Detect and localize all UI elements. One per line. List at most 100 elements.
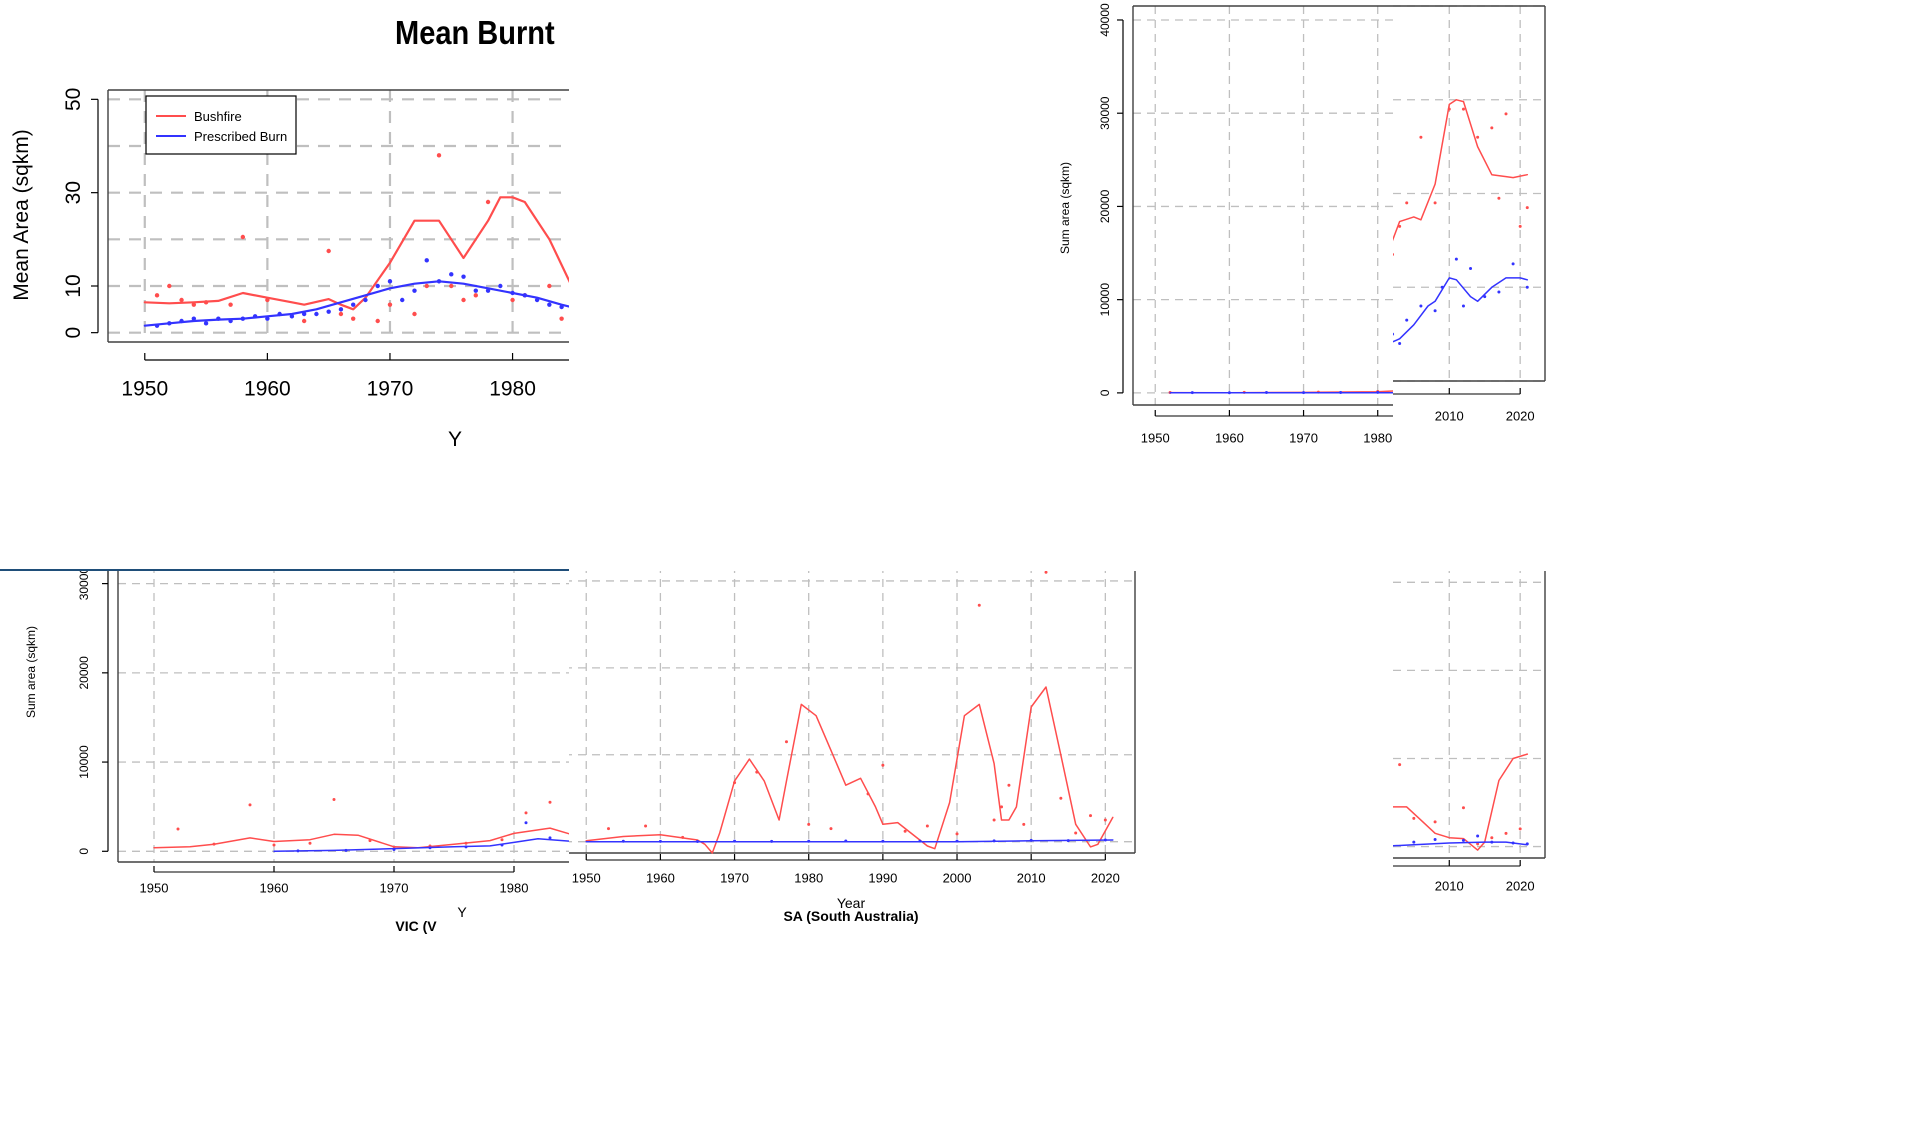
prescribed-burn-point: [1462, 305, 1465, 308]
prescribed-burn-point: [1512, 262, 1515, 265]
y-axis-title: Sum area (sqkm): [1058, 162, 1072, 254]
data-layer: [1393, 717, 1529, 850]
sum-area-top-chart: 1950196019701980199020002010202001000020…: [569, 0, 1393, 576]
bushfire-point: [309, 842, 312, 845]
prescribed-burn-point: [498, 284, 502, 288]
plot-group: 19801990200020102020YearNSW (New South W…: [1393, 571, 1545, 929]
prescribed-burn-point: [525, 821, 528, 824]
prescribed-burn-series: [274, 821, 569, 852]
prescribed-burn-point: [388, 279, 392, 283]
prescribed-burn-point: [474, 288, 478, 292]
prescribed-burn-point: [400, 298, 404, 302]
grid: [118, 571, 569, 862]
bushfire-point: [1505, 832, 1508, 835]
prescribed-burn-point: [1412, 841, 1415, 844]
bushfire-point: [1412, 817, 1415, 820]
data-layer: [1169, 367, 1393, 394]
x-axis: 1950 1960 1970 1980: [140, 866, 529, 896]
plot-frame: [1133, 6, 1393, 405]
y-tick-label: 30000: [1098, 96, 1112, 130]
x-axis: 19501960197019801990200020102020: [572, 854, 1120, 886]
bushfire-point: [1022, 823, 1025, 826]
bushfire-line: [154, 828, 569, 848]
data-layer: [586, 571, 1113, 853]
bushfire-point: [1104, 818, 1107, 821]
bushfire-point: [978, 604, 981, 607]
x-axis-title: Y: [448, 428, 462, 451]
sa-chart: 1950196019701980199020002010202001000020…: [569, 571, 1393, 1139]
y-tick-label: 50: [62, 88, 85, 111]
bushfire-point: [1398, 763, 1401, 766]
bushfire-point: [241, 235, 245, 239]
bushfire-point: [1462, 108, 1465, 111]
x-tick-label: 2010: [1435, 409, 1464, 424]
nsw-chart: 19801990200020102020YearNSW (New South W…: [1393, 571, 1905, 1139]
data-layer: [1393, 100, 1529, 361]
x-tick-label: 1970: [380, 881, 409, 896]
prescribed-burn-point: [376, 284, 380, 288]
bushfire-point: [179, 298, 183, 302]
bushfire-point: [785, 740, 788, 743]
bushfire-point: [1045, 571, 1048, 574]
bushfire-point: [1519, 225, 1522, 228]
bushfire-point: [525, 811, 528, 814]
bushfire-line: [1170, 385, 1393, 392]
x-tick-label: 2020: [1506, 879, 1535, 894]
plot-frame: [118, 571, 569, 862]
x-tick-label: 2010: [1017, 871, 1046, 886]
prescribed-burn-line: [586, 840, 1113, 842]
data-layer: [154, 798, 569, 852]
grid: [1133, 6, 1393, 405]
x-tick-label: 1950: [121, 377, 168, 400]
x-tick-label: 1950: [140, 881, 169, 896]
y-tick-label: 0: [77, 848, 91, 855]
bushfire-point: [228, 302, 232, 306]
data-layer: [145, 127, 569, 327]
y-tick-label: 30000: [77, 571, 91, 600]
prescribed-burn-line: [274, 839, 569, 852]
bushfire-series: [1169, 367, 1393, 394]
bushfire-point: [1526, 206, 1529, 209]
bushfire-point: [326, 249, 330, 253]
prescribed-burn-point: [1434, 838, 1437, 841]
x-tick-label: 1970: [720, 871, 749, 886]
bushfire-point: [1419, 136, 1422, 139]
panel-subtitle: VIC (V: [395, 918, 437, 934]
plot-group: 1950 1960 1970 19800103050YMean Area (sqkm)…: [10, 88, 569, 451]
bushfire-point: [510, 298, 514, 302]
bushfire-point: [1074, 832, 1077, 835]
y-axis: 010000200003000040000: [1098, 3, 1123, 396]
prescribed-burn-point: [1455, 258, 1458, 261]
y-tick-label: 20000: [77, 656, 91, 690]
x-tick-label: 1950: [1141, 431, 1170, 446]
x-tick-label: 2020: [1506, 409, 1535, 424]
x-tick-label: 1960: [1215, 431, 1244, 446]
x-tick-label: 1960: [244, 377, 291, 400]
mean-burnt-chart: 1950 1960 1970 1980 0 10 30 50 Y Mean Area (sqkm)…: [0, 0, 569, 569]
prescribed-burn-point: [412, 288, 416, 292]
prescribed-burn-point: [1526, 286, 1529, 289]
x-tick-label: 2000: [943, 871, 972, 886]
x-axis-title: Y: [457, 904, 467, 920]
y-tick-label: 10000: [1098, 283, 1112, 317]
bushfire-point: [1434, 201, 1437, 204]
bushfire-point: [1405, 201, 1408, 204]
prescribed-burn-point: [1476, 834, 1479, 837]
plot-frame: [569, 571, 1135, 853]
x-tick-label: 1980: [500, 881, 529, 896]
qld-panel: 197019801990200020102020YearQLD (Queensl…: [1393, 0, 1905, 566]
prescribed-burn-point: [314, 312, 318, 316]
x-tick-label: 1980: [1363, 431, 1392, 446]
legend-label-bushfire: Bushfire: [194, 109, 242, 124]
bushfire-line: [1393, 100, 1527, 361]
bushfire-point: [881, 764, 884, 767]
bushfire-series: [145, 127, 569, 323]
bushfire-point: [474, 293, 478, 297]
y-tick-label: 0: [1098, 389, 1112, 396]
x-tick-label: 1950: [572, 871, 601, 886]
y-tick-label: 0: [62, 327, 85, 339]
bushfire-point: [1462, 806, 1465, 809]
bushfire-line: [586, 687, 1113, 853]
